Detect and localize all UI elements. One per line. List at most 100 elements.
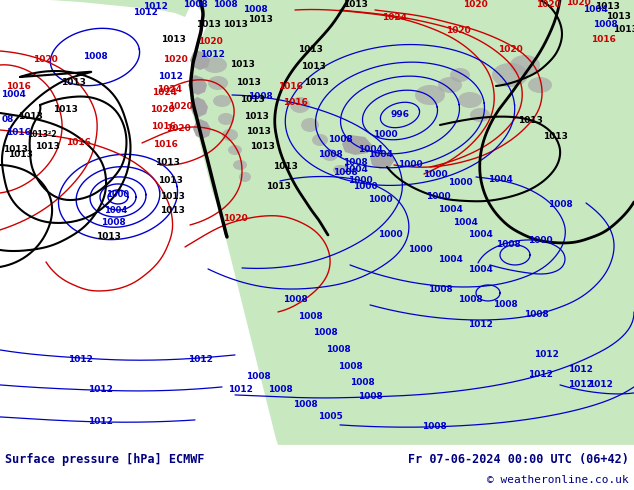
- Text: 1013: 1013: [245, 127, 271, 137]
- Text: 1012: 1012: [87, 417, 112, 426]
- Text: 1008: 1008: [593, 21, 618, 29]
- Text: 1008: 1008: [268, 386, 292, 394]
- Text: 1008: 1008: [458, 295, 482, 304]
- Text: 1016: 1016: [278, 82, 302, 92]
- Ellipse shape: [203, 57, 227, 73]
- Ellipse shape: [458, 92, 482, 108]
- Text: 1008: 1008: [524, 311, 548, 319]
- Ellipse shape: [301, 118, 319, 132]
- Text: 1012: 1012: [527, 370, 552, 379]
- Polygon shape: [193, 119, 211, 139]
- Text: 1013: 1013: [61, 78, 86, 88]
- Text: Surface pressure [hPa] ECMWF: Surface pressure [hPa] ECMWF: [5, 453, 205, 466]
- Text: 1020: 1020: [150, 105, 174, 115]
- Text: 1008: 1008: [342, 158, 367, 168]
- Text: 1004: 1004: [342, 166, 368, 174]
- Text: 1004: 1004: [358, 146, 382, 154]
- Polygon shape: [370, 150, 395, 169]
- Text: 1000: 1000: [423, 171, 448, 179]
- Text: 1008: 1008: [548, 200, 573, 209]
- Text: 1004: 1004: [467, 230, 493, 240]
- Text: 1012: 1012: [188, 355, 212, 365]
- Text: 1013: 1013: [3, 146, 27, 154]
- Text: 1013: 1013: [612, 25, 634, 34]
- Ellipse shape: [492, 63, 528, 87]
- Text: 1008: 1008: [313, 328, 337, 338]
- Text: 1013: 1013: [53, 105, 77, 115]
- Text: 1004: 1004: [368, 150, 392, 159]
- Text: 1008: 1008: [243, 5, 268, 15]
- Text: 1000: 1000: [373, 130, 398, 140]
- Text: 1012: 1012: [143, 2, 167, 11]
- Text: 1008: 1008: [283, 295, 307, 304]
- Text: 1013: 1013: [304, 78, 328, 88]
- Text: 1008: 1008: [297, 313, 322, 321]
- Polygon shape: [190, 50, 210, 70]
- Text: 1024: 1024: [153, 89, 178, 98]
- Ellipse shape: [450, 68, 470, 82]
- Text: 1008: 1008: [326, 345, 351, 354]
- Text: 1020: 1020: [165, 124, 190, 133]
- Polygon shape: [342, 135, 372, 155]
- Text: 1008: 1008: [248, 93, 273, 101]
- Ellipse shape: [528, 77, 552, 93]
- Ellipse shape: [290, 97, 310, 113]
- Text: 1012: 1012: [133, 8, 157, 18]
- Text: 1013: 1013: [236, 78, 261, 88]
- Text: 1012: 1012: [68, 355, 93, 365]
- Text: 1012: 1012: [200, 50, 224, 59]
- Text: 1004: 1004: [437, 205, 462, 215]
- Text: 1000: 1000: [368, 196, 392, 204]
- Text: 1013: 1013: [266, 182, 290, 192]
- Text: 1013: 1013: [160, 35, 185, 45]
- Ellipse shape: [438, 77, 462, 93]
- Text: 1008: 1008: [338, 363, 363, 371]
- Text: 1016: 1016: [6, 82, 30, 92]
- Text: 1013: 1013: [18, 113, 42, 122]
- Text: 1008: 1008: [82, 52, 107, 61]
- Text: 1013: 1013: [240, 96, 264, 104]
- Text: 1013: 1013: [243, 113, 268, 122]
- Text: 1016: 1016: [150, 122, 176, 131]
- Ellipse shape: [233, 160, 247, 170]
- Text: 1004: 1004: [105, 206, 127, 216]
- Polygon shape: [190, 97, 208, 117]
- Text: 1004: 1004: [583, 5, 607, 15]
- Text: 1000: 1000: [408, 245, 432, 254]
- Text: 1013: 1013: [543, 132, 567, 142]
- Text: 1013: 1013: [605, 13, 630, 22]
- Ellipse shape: [562, 5, 578, 15]
- Text: 1004: 1004: [437, 255, 462, 265]
- Text: 1020: 1020: [498, 46, 522, 54]
- Text: 1008: 1008: [212, 0, 237, 9]
- Text: 1020: 1020: [163, 55, 188, 65]
- Text: 1020: 1020: [198, 38, 223, 47]
- Text: 1008: 1008: [183, 0, 207, 9]
- Text: 1016: 1016: [6, 128, 30, 138]
- Text: 08: 08: [2, 116, 14, 124]
- Text: 1013: 1013: [158, 176, 183, 186]
- Text: 1020: 1020: [536, 0, 560, 9]
- Text: 1008: 1008: [101, 219, 126, 227]
- Ellipse shape: [470, 108, 490, 122]
- Text: 1013: 1013: [517, 117, 543, 125]
- Text: 1012: 1012: [567, 380, 592, 390]
- Text: 996: 996: [391, 110, 410, 120]
- Text: 1008: 1008: [422, 422, 446, 431]
- Text: 1000: 1000: [353, 182, 377, 192]
- Text: 1016: 1016: [65, 139, 91, 147]
- Text: 1016: 1016: [283, 98, 307, 107]
- Text: 1008: 1008: [349, 378, 374, 388]
- Text: 1000: 1000: [425, 193, 450, 201]
- Text: 1004: 1004: [453, 219, 477, 227]
- Text: 1024: 1024: [157, 85, 183, 95]
- Text: 1012: 1012: [534, 350, 559, 360]
- Text: 1013: 1013: [8, 150, 32, 159]
- Ellipse shape: [213, 95, 231, 107]
- Ellipse shape: [222, 129, 238, 141]
- Text: 1013: 1013: [155, 158, 179, 168]
- Text: 1008: 1008: [328, 135, 353, 145]
- Text: 1008: 1008: [493, 300, 517, 310]
- Ellipse shape: [333, 165, 347, 175]
- Text: 1013: 1013: [297, 46, 323, 54]
